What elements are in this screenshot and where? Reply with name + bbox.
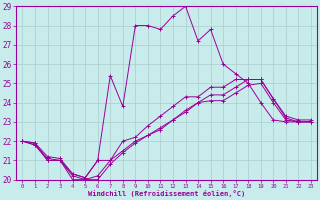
X-axis label: Windchill (Refroidissement éolien,°C): Windchill (Refroidissement éolien,°C): [88, 190, 245, 197]
